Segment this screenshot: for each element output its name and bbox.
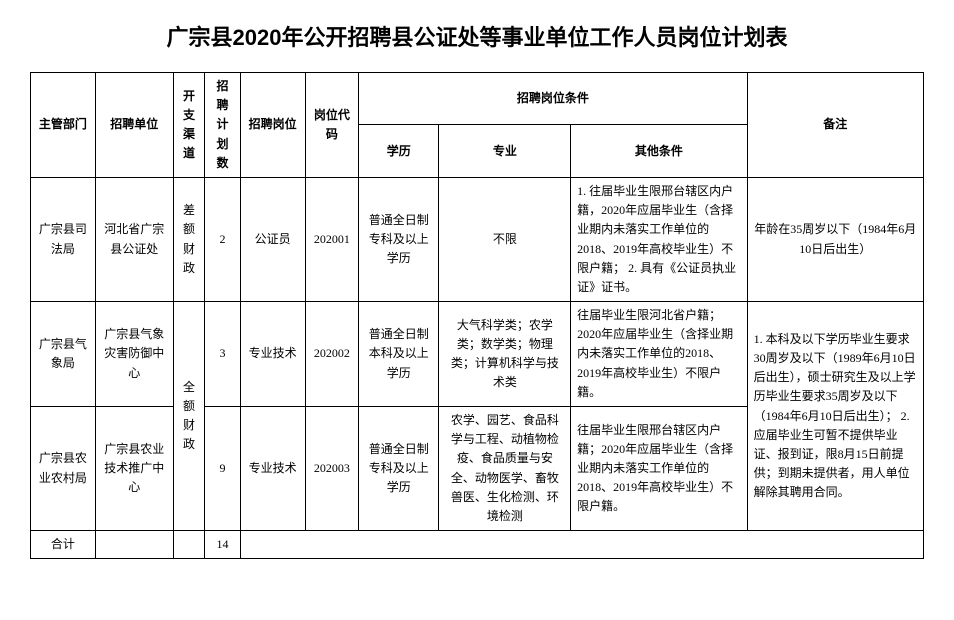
cell-other: 往届毕业生限邢台辖区内户籍；2020年应届毕业生（含择业期内未落实工作单位的20… bbox=[571, 407, 747, 531]
header-row-1: 主管部门 招聘单位 开支渠道 招聘计划数 招聘岗位 岗位代码 招聘岗位条件 备注 bbox=[31, 73, 924, 125]
cell-post: 专业技术 bbox=[240, 407, 305, 531]
th-code: 岗位代码 bbox=[305, 73, 359, 178]
page-title: 广宗县2020年公开招聘县公证处等事业单位工作人员岗位计划表 bbox=[30, 20, 924, 52]
cell-other: 1. 往届毕业生限邢台辖区内户籍，2020年应届毕业生（含择业期内未落实工作单位… bbox=[571, 177, 747, 301]
cell-edu: 普通全日制专科及以上学历 bbox=[359, 407, 439, 531]
table-row: 广宗县气象局 广宗县气象灾害防御中心 全额财政 3 专业技术 202002 普通… bbox=[31, 302, 924, 407]
position-table: 主管部门 招聘单位 开支渠道 招聘计划数 招聘岗位 岗位代码 招聘岗位条件 备注… bbox=[30, 72, 924, 559]
cell-post: 公证员 bbox=[240, 177, 305, 301]
table-row: 广宗县司法局 河北省广宗县公证处 差额财政 2 公证员 202001 普通全日制… bbox=[31, 177, 924, 301]
cell-plan: 9 bbox=[205, 407, 241, 531]
total-label: 合计 bbox=[31, 531, 96, 559]
cell-code: 202002 bbox=[305, 302, 359, 407]
th-major: 专业 bbox=[439, 125, 571, 177]
cell-major: 大气科学类；农学类；数学类；物理类；计算机科学与技术类 bbox=[439, 302, 571, 407]
cell-code: 202001 bbox=[305, 177, 359, 301]
th-unit: 招聘单位 bbox=[95, 73, 173, 178]
cell-code: 202003 bbox=[305, 407, 359, 531]
cell-other: 往届毕业生限河北省户籍；2020年应届毕业生（含择业期内未落实工作单位的2018… bbox=[571, 302, 747, 407]
cell-unit: 广宗县农业技术推广中心 bbox=[95, 407, 173, 531]
empty-cell bbox=[95, 531, 173, 559]
empty-cell bbox=[240, 531, 923, 559]
cell-channel: 差额财政 bbox=[173, 177, 204, 301]
th-cond: 招聘岗位条件 bbox=[359, 73, 747, 125]
cell-dept: 广宗县农业农村局 bbox=[31, 407, 96, 531]
cell-unit: 广宗县气象灾害防御中心 bbox=[95, 302, 173, 407]
cell-unit: 河北省广宗县公证处 bbox=[95, 177, 173, 301]
cell-major: 不限 bbox=[439, 177, 571, 301]
th-other: 其他条件 bbox=[571, 125, 747, 177]
cell-edu: 普通全日制本科及以上学历 bbox=[359, 302, 439, 407]
cell-plan: 2 bbox=[205, 177, 241, 301]
cell-channel: 全额财政 bbox=[173, 302, 204, 531]
cell-dept: 广宗县司法局 bbox=[31, 177, 96, 301]
th-note: 备注 bbox=[747, 73, 923, 178]
th-channel: 开支渠道 bbox=[173, 73, 204, 178]
cell-note: 年龄在35周岁以下（1984年6月10日后出生） bbox=[747, 177, 923, 301]
th-post: 招聘岗位 bbox=[240, 73, 305, 178]
th-edu: 学历 bbox=[359, 125, 439, 177]
empty-cell bbox=[173, 531, 204, 559]
cell-plan: 3 bbox=[205, 302, 241, 407]
cell-note: 1. 本科及以下学历毕业生要求30周岁及以下（1989年6月10日后出生），硕士… bbox=[747, 302, 923, 531]
th-dept: 主管部门 bbox=[31, 73, 96, 178]
cell-major: 农学、园艺、食品科学与工程、动植物检疫、食品质量与安全、动物医学、畜牧兽医、生化… bbox=[439, 407, 571, 531]
cell-post: 专业技术 bbox=[240, 302, 305, 407]
cell-edu: 普通全日制专科及以上学历 bbox=[359, 177, 439, 301]
th-plan: 招聘计划数 bbox=[205, 73, 241, 178]
total-row: 合计 14 bbox=[31, 531, 924, 559]
total-value: 14 bbox=[205, 531, 241, 559]
cell-dept: 广宗县气象局 bbox=[31, 302, 96, 407]
